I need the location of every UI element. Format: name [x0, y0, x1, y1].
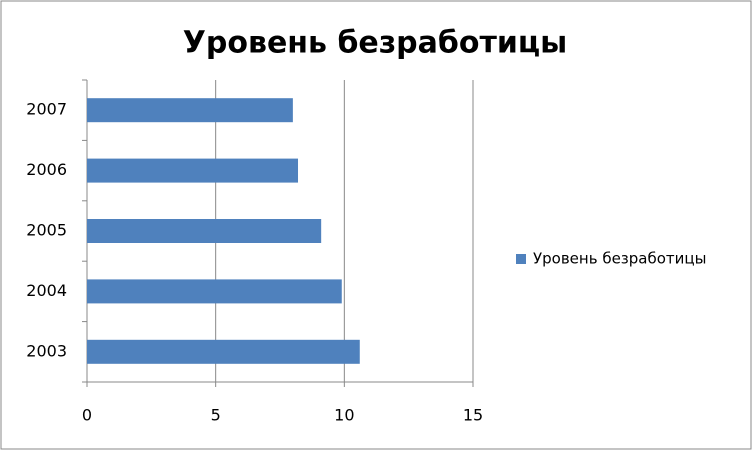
chart-title: Уровень безработицы — [183, 26, 567, 61]
x-tick-label: 5 — [211, 406, 221, 425]
x-tick-label: 0 — [82, 406, 92, 425]
y-tick-label: 2007 — [26, 100, 67, 119]
y-tick-label: 2005 — [26, 221, 67, 240]
bar — [87, 219, 322, 243]
bar — [87, 279, 342, 304]
y-tick-label: 2004 — [26, 281, 67, 300]
legend-swatch — [516, 254, 526, 264]
bar — [87, 339, 360, 364]
x-tick-label: 10 — [334, 406, 354, 425]
x-tick-label: 15 — [463, 406, 483, 425]
legend-label: Уровень безработицы — [533, 250, 706, 268]
y-tick-label: 2006 — [26, 160, 67, 179]
bar — [87, 158, 299, 183]
bar — [87, 98, 293, 123]
y-tick-label: 2003 — [26, 341, 67, 360]
